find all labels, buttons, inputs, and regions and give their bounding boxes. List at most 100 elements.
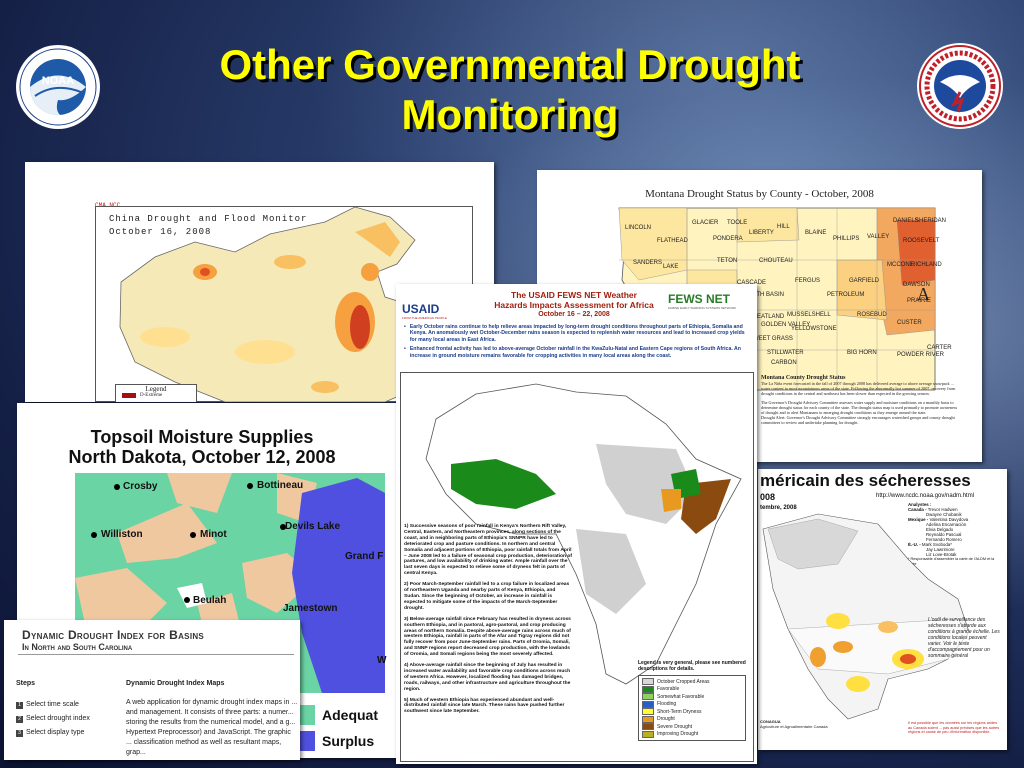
ddi-steps-heading: Steps bbox=[16, 680, 36, 687]
montana-text: Montana County Drought Status The La Niñ… bbox=[761, 375, 961, 426]
fews-legend-box: October Cropped Areas Favorable Somewhat… bbox=[638, 675, 746, 741]
nd-city-label: Williston bbox=[101, 529, 143, 540]
county-label: CASCADE bbox=[737, 280, 767, 286]
namer-footer-conagua: CONAGUA bbox=[760, 719, 781, 724]
county-label: MCCONE bbox=[887, 262, 914, 268]
noaa-logo: NOAA bbox=[15, 44, 101, 130]
county-label: BLAINE bbox=[805, 230, 827, 236]
county-label: TETON bbox=[717, 258, 738, 264]
county-label: LIBERTY bbox=[749, 230, 774, 236]
fews-legend-item: October Cropped Areas bbox=[642, 678, 742, 686]
nd-title1: Topsoil Moisture Supplies bbox=[90, 427, 314, 447]
county-label: MUSSELSHELL bbox=[787, 312, 831, 318]
legend-swatch bbox=[642, 730, 654, 738]
namer-analyst: Jay Lawrimore bbox=[926, 547, 955, 552]
step-number-icon: 1 bbox=[16, 702, 23, 709]
county-label: PONDERA bbox=[713, 236, 743, 242]
county-label: HILL bbox=[777, 224, 790, 230]
legend-label: Short-Term Dryness bbox=[657, 708, 702, 715]
namer-analyst: Adelina Encarnación bbox=[926, 522, 967, 527]
usaid-logo-text: USAID bbox=[402, 302, 440, 316]
county-label: SWEET GRASS bbox=[749, 336, 793, 342]
county-label: ROSEBUD bbox=[857, 312, 887, 318]
county-label: GOLDEN VALLEY bbox=[761, 322, 811, 328]
montana-title: Montana Drought Status by County - Octob… bbox=[645, 188, 874, 200]
nd-city-label: W bbox=[377, 655, 387, 666]
county-label: FLATHEAD bbox=[657, 238, 688, 244]
fews-legend-item: Flooding bbox=[642, 700, 742, 709]
fewsnet-logo-sub: FAMINE EARLY WARNING SYSTEMS NETWORK bbox=[668, 306, 737, 310]
fews-items: 1) Successive seasons of poor rainfall i… bbox=[404, 524, 572, 720]
ddi-step[interactable]: 3 Select display type bbox=[16, 726, 90, 740]
step-number-icon: 2 bbox=[16, 716, 23, 723]
ddi-step-label: Select drought index bbox=[26, 715, 90, 722]
legend-label: October Cropped Areas bbox=[657, 678, 710, 685]
fews-legend-item: Drought bbox=[642, 715, 742, 724]
county-label: ROOSEVELT bbox=[903, 238, 940, 244]
legend-swatch bbox=[642, 685, 654, 693]
montana-county-labels: LINCOLN FLATHEAD GLACIER TOOLE LIBERTY H… bbox=[537, 200, 982, 400]
fews-legend-item: Favorable bbox=[642, 685, 742, 694]
china-legend-swatch bbox=[122, 393, 136, 398]
legend-swatch bbox=[642, 715, 654, 723]
fews-bullet1: Early October rains continue to help rel… bbox=[409, 324, 745, 343]
county-label: CHOUTEAU bbox=[759, 258, 793, 264]
ddi-panel: Dynamic Drought Index for Basins In Nort… bbox=[4, 620, 300, 760]
fews-legend-item: Somewhat Favorable bbox=[642, 693, 742, 701]
county-label: PHILLIPS bbox=[833, 236, 860, 242]
fews-dates: October 16 – 22, 2008 bbox=[538, 311, 610, 318]
county-label: LAKE bbox=[663, 264, 679, 270]
county-label: SANDERS bbox=[633, 260, 663, 266]
fews-bullet2: Enhanced frontal activity has led to abo… bbox=[409, 346, 741, 359]
fews-item: 4) Above-average rainfall since the begi… bbox=[404, 663, 571, 692]
nd-city-label: Jamestown bbox=[283, 603, 338, 614]
county-label: SHERIDAN bbox=[915, 218, 947, 224]
namer-analyst: Trevor Hadwen bbox=[927, 507, 958, 512]
ddi-step[interactable]: 2 Select drought index bbox=[16, 712, 90, 726]
county-label: RICHLAND bbox=[911, 262, 942, 268]
ddi-step-label: Select display type bbox=[26, 729, 85, 736]
legend-label: Drought bbox=[657, 716, 675, 723]
nd-city-label: Minot bbox=[200, 529, 227, 540]
nd-city-label: Grand F bbox=[345, 551, 384, 562]
namer-mexico-label: Mexique - bbox=[908, 517, 929, 522]
ddi-step-label: Select time scale bbox=[26, 701, 79, 708]
fews-bullets: • Early October rains continue to help r… bbox=[404, 324, 750, 359]
nd-map bbox=[75, 473, 385, 751]
namer-url: http://www.ncdc.noaa.gov/nadm.html bbox=[876, 493, 975, 499]
ddi-steps: 1 Select time scale 2 Select drought index… bbox=[16, 698, 90, 740]
fews-map-frame bbox=[400, 372, 754, 762]
legend-swatch bbox=[642, 700, 654, 708]
county-label: GARFIELD bbox=[849, 278, 880, 284]
china-date: October 16, 2008 bbox=[109, 227, 212, 237]
nd-title2: North Dakota, October 12, 2008 bbox=[68, 447, 336, 467]
legend-label: Somewhat Favorable bbox=[657, 693, 705, 700]
north-american-drought-panel: méricain des sécheresses 008 http://www.… bbox=[758, 469, 1007, 750]
ddi-step[interactable]: 1 Select time scale bbox=[16, 698, 90, 712]
legend-label: Severe Drought bbox=[657, 723, 693, 730]
county-label: CUSTER bbox=[897, 320, 922, 326]
china-title: China Drought and Flood Monitor bbox=[109, 214, 308, 224]
bullet-icon: • bbox=[404, 346, 406, 353]
fews-legend-item: Short-Term Dryness bbox=[642, 708, 742, 716]
slide-title-line1: Other Governmental Drought bbox=[219, 41, 801, 88]
legend-swatch bbox=[642, 708, 654, 716]
ddi-body: A web application for dynamic drought in… bbox=[126, 699, 298, 756]
fews-legend-note: Legend is very general, please see numbe… bbox=[638, 660, 746, 672]
nd-legend-adequate: Adequat bbox=[322, 707, 378, 723]
china-header: CMA NCC bbox=[95, 202, 121, 209]
namer-analysts: Analystes : Canada - Trevor Hadwen Dwayn… bbox=[908, 502, 998, 567]
fews-title1: The USAID FEWS NET Weather bbox=[511, 290, 637, 300]
legend-label: Favorable bbox=[657, 686, 680, 693]
namer-canada-label: Canada - bbox=[908, 507, 927, 512]
county-label: FERGUS bbox=[795, 278, 821, 284]
namer-analyst: Dwayne Chobanik bbox=[926, 512, 962, 517]
namer-year: 008 bbox=[760, 492, 776, 502]
fewsnet-logo-text: FEWS NET bbox=[668, 292, 730, 306]
fews-legend: Legend is very general, please see numbe… bbox=[638, 660, 746, 741]
nd-city-label: Devils Lake bbox=[285, 521, 341, 532]
nd-city-label: Beulah bbox=[193, 595, 227, 606]
fews-title2: Hazards Impacts Assessment for Africa bbox=[494, 300, 654, 310]
county-label: VALLEY bbox=[867, 234, 890, 240]
china-legend-title: Legend bbox=[145, 385, 167, 393]
